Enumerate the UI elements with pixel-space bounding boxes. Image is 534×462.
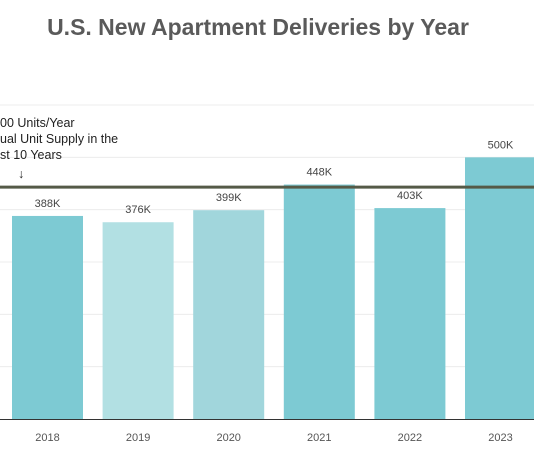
- bar-2023: [465, 157, 534, 420]
- bar-2019: [102, 222, 174, 419]
- bar-2021: [283, 184, 355, 419]
- reference-annotation-line: ual Unit Supply in the: [0, 132, 118, 146]
- bar-value-label: 388K: [35, 198, 61, 210]
- reference-annotation-line: st 10 Years: [0, 148, 62, 162]
- chart-title: U.S. New Apartment Deliveries by Year: [47, 14, 469, 40]
- bar-2020: [193, 210, 265, 419]
- x-tick-label: 2018: [35, 432, 59, 444]
- reference-arrow-icon: ↓: [18, 167, 24, 181]
- bar-value-label: 500K: [488, 139, 514, 151]
- x-tick-label: 2020: [216, 432, 240, 444]
- reference-annotation-line: 00 Units/Year: [0, 116, 75, 130]
- x-tick-label: 2021: [307, 432, 331, 444]
- bar-2018: [12, 215, 83, 419]
- bar-2022: [374, 208, 446, 419]
- bar-value-label: 399K: [216, 192, 242, 204]
- x-tick-label: 2019: [126, 432, 150, 444]
- bar-value-label: 376K: [125, 204, 151, 216]
- x-tick-label: 2023: [488, 432, 512, 444]
- bar-value-label: 403K: [397, 190, 423, 202]
- x-tick-label: 2022: [398, 432, 422, 444]
- bar-value-label: 448K: [306, 167, 332, 179]
